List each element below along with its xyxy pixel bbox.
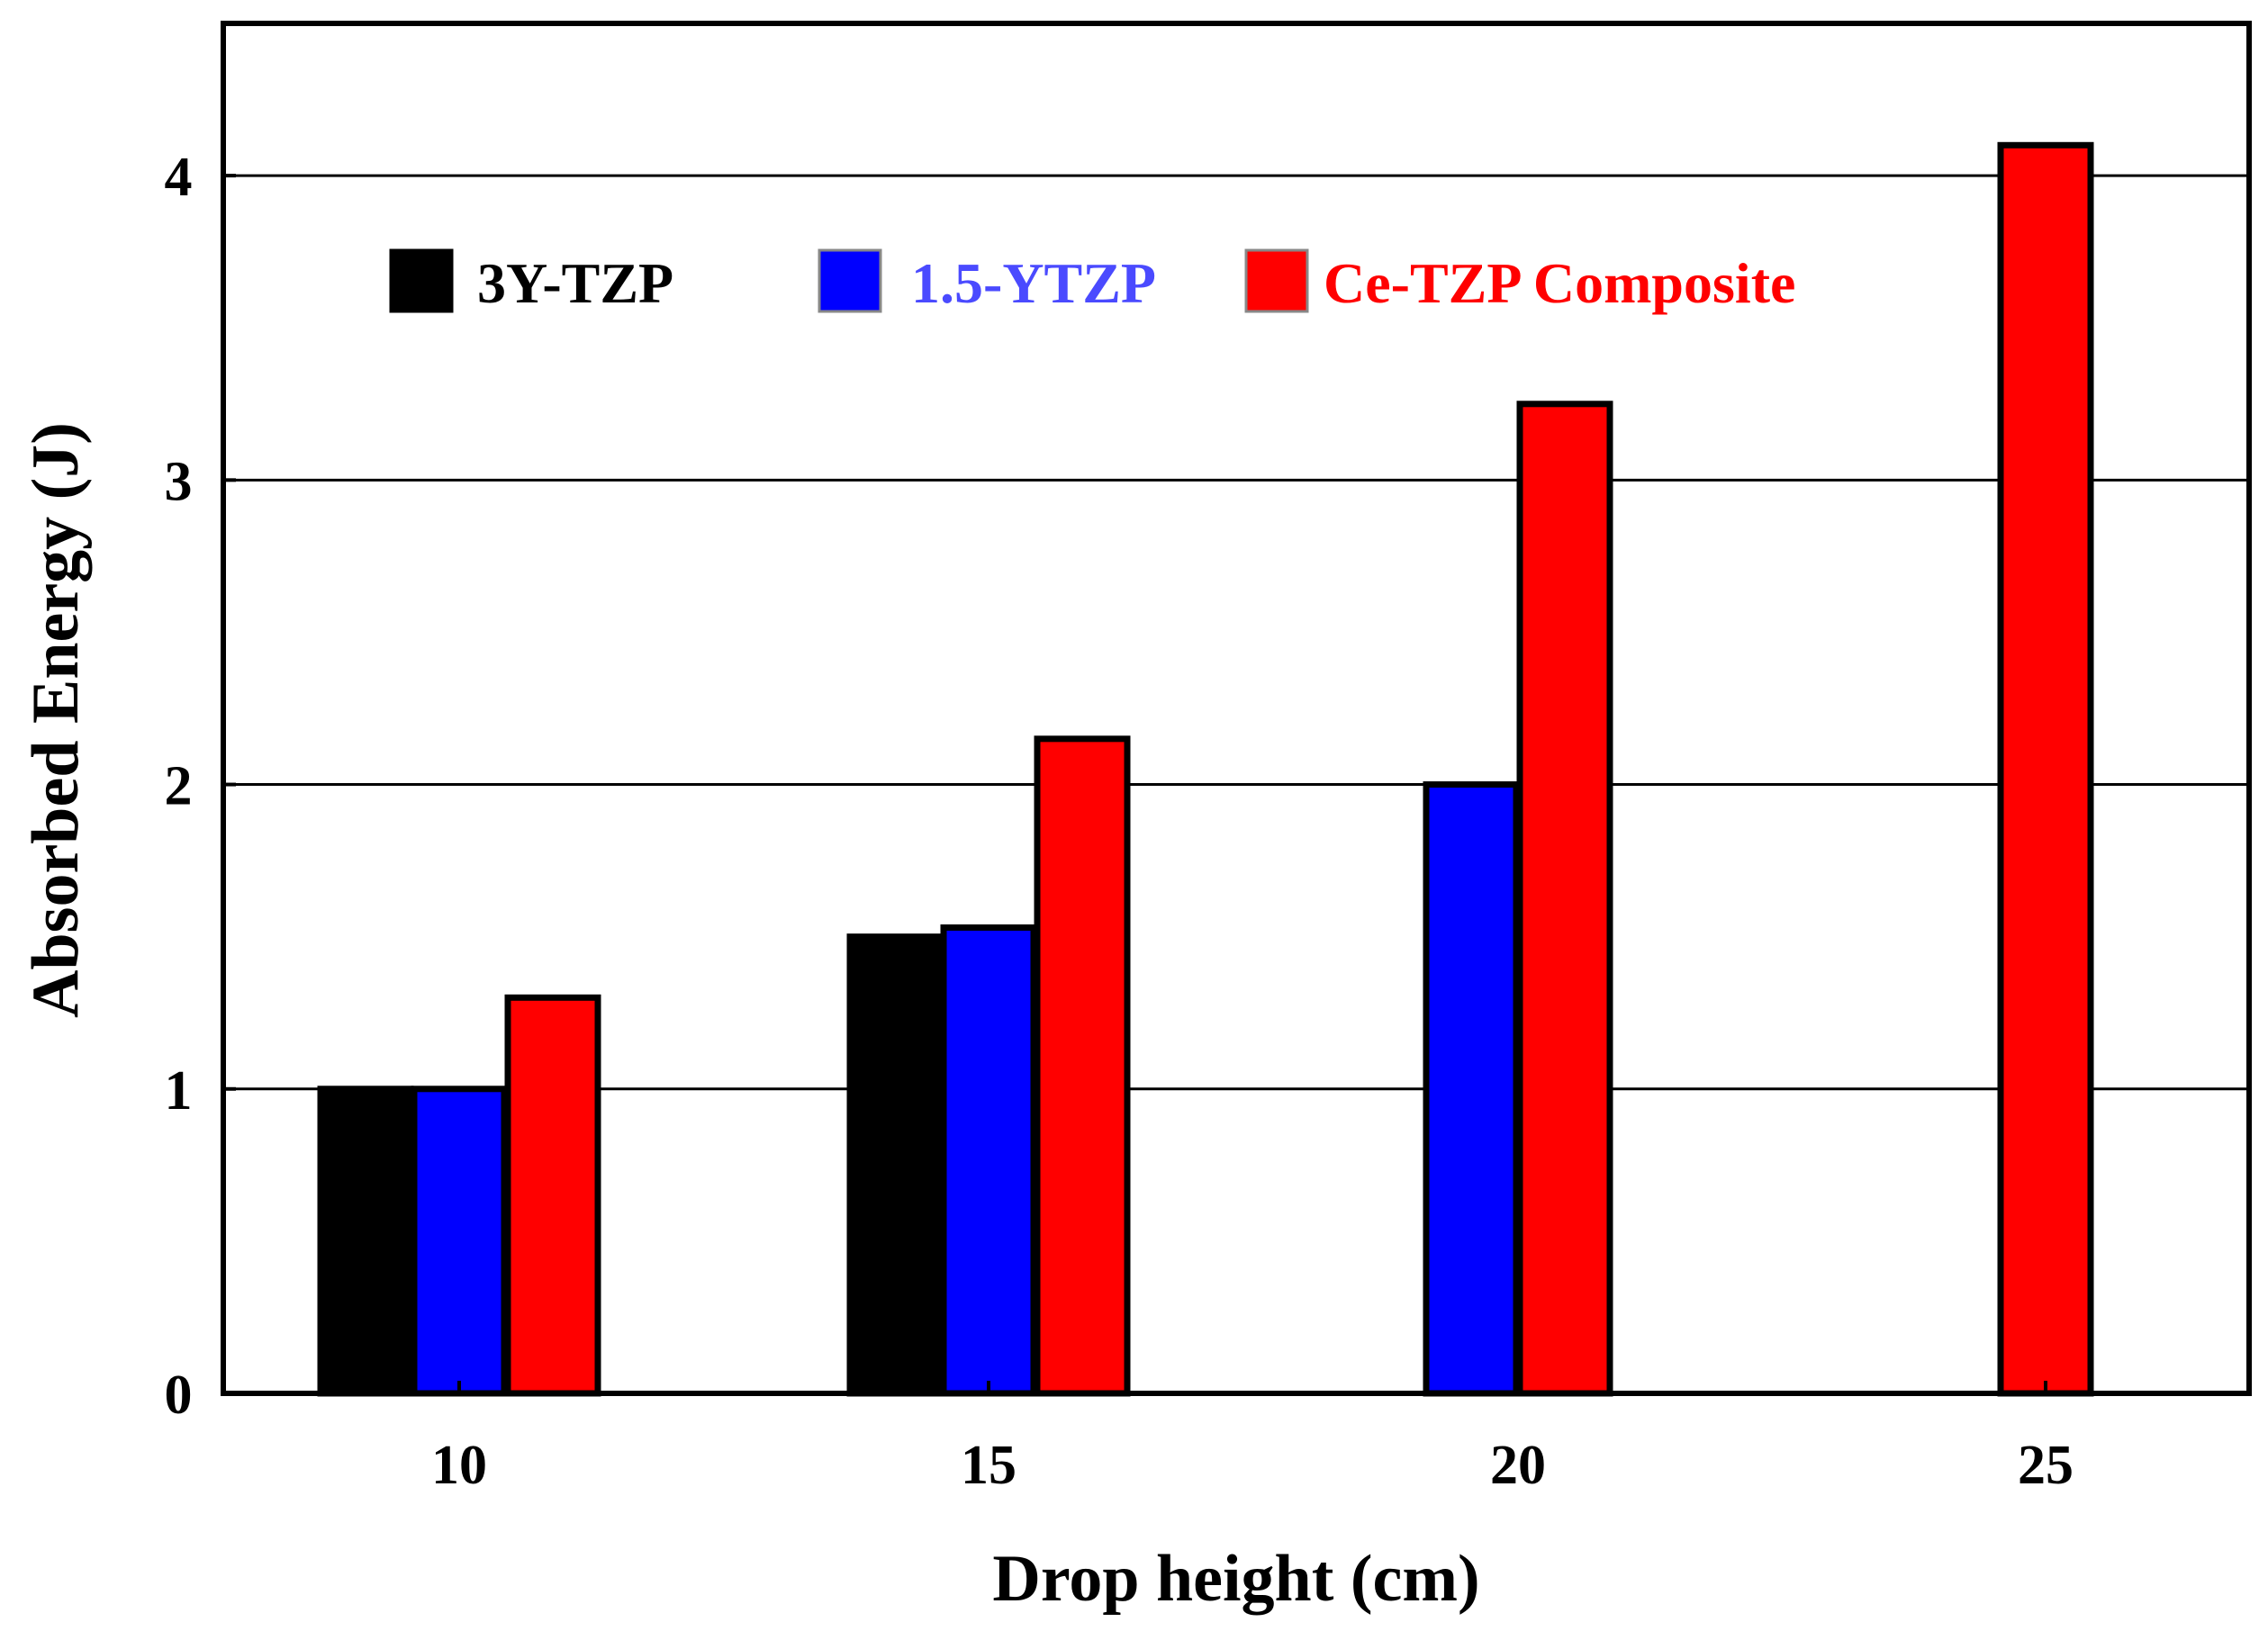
- y-tick-label-2: 2: [165, 756, 193, 817]
- x-axis-title: Drop height (cm): [992, 1542, 1479, 1616]
- gridlines: [223, 174, 2249, 1091]
- x-tick-label-25: 25: [2018, 1435, 2074, 1496]
- legend-swatch-ce-tzp-composite: [1244, 248, 1309, 313]
- y-tick-label-1: 1: [165, 1060, 193, 1122]
- bar-ce-tzp-composite-25: [1997, 141, 2094, 1397]
- y-axis-title: Absorbed Energy (J): [19, 422, 93, 1018]
- bars: [317, 141, 2094, 1397]
- bar-ce-tzp-composite-10: [504, 994, 601, 1397]
- y-tick-label-4: 4: [165, 147, 193, 208]
- legend-label-ce-tzp-composite: Ce-TZP Composite: [1324, 251, 1795, 315]
- bar-3y-tzp-10: [317, 1086, 414, 1397]
- x-tick-label-15: 15: [961, 1435, 1017, 1496]
- x-tick-label-20: 20: [1490, 1435, 1546, 1496]
- legend-swatch-3y-tzp: [389, 248, 454, 313]
- legend-swatch-1-5-ytzp: [818, 248, 882, 313]
- y-tick-label-3: 3: [165, 451, 193, 512]
- y-axis-ticks: 0 1 2 3 4: [165, 147, 236, 1426]
- bar-1-5-ytzp-20: [1423, 781, 1520, 1397]
- legend-label-1-5-ytzp: 1.5-YTZP: [911, 251, 1156, 315]
- legend: 3Y-TZP 1.5-YTZP Ce-TZP Composite: [389, 248, 1795, 315]
- bar-ce-tzp-composite-20: [1516, 401, 1613, 1397]
- bar-1-5-ytzp-15: [940, 924, 1037, 1397]
- x-axis-ticks: 10 15 20 25: [431, 1381, 2074, 1496]
- plot-frame: [221, 21, 2252, 1396]
- legend-label-3y-tzp: 3Y-TZP: [477, 251, 673, 315]
- bar-3y-tzp-15: [846, 933, 944, 1397]
- y-tick-label-0: 0: [165, 1365, 193, 1426]
- bar-1-5-ytzp-10: [411, 1086, 508, 1397]
- bar-ce-tzp-composite-15: [1034, 735, 1131, 1397]
- x-tick-label-10: 10: [431, 1435, 487, 1496]
